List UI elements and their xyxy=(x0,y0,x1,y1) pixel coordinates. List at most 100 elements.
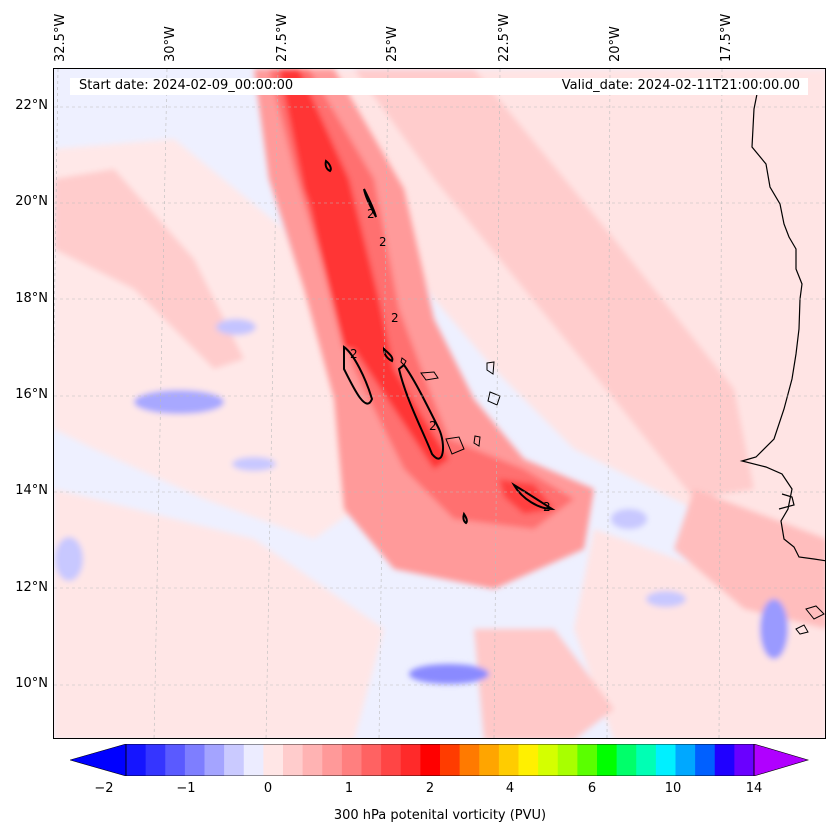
map-panel: 2 2 2 2 2 2 xyxy=(53,68,826,739)
colorbar-cell xyxy=(184,744,205,776)
pv-contour-3 xyxy=(363,188,377,218)
colorbar-cell xyxy=(361,744,382,776)
lat-label-22n: 22°N xyxy=(15,98,48,113)
colorbar-cell xyxy=(263,744,284,776)
contour-label-6: 2 xyxy=(543,500,551,514)
lat-label-14n: 14°N xyxy=(15,483,48,498)
lat-label-12n: 12°N xyxy=(15,580,48,595)
gridline-lon-22-5w xyxy=(493,69,501,738)
colorbar-cells xyxy=(126,744,755,776)
africa-coastline xyxy=(739,78,825,562)
gridline-lon-27-5w xyxy=(265,69,279,738)
colorbar-cell xyxy=(734,744,755,776)
contour-label-3: 2 xyxy=(391,311,399,325)
island-2 xyxy=(486,361,495,375)
colorbar-cell xyxy=(341,744,362,776)
gridline-lon-20w xyxy=(606,69,611,738)
contour-label-1: 2 xyxy=(367,207,375,221)
pv-negative-patch-6 xyxy=(55,537,83,581)
graticule xyxy=(54,69,825,738)
gridline-lon-25w xyxy=(378,69,389,738)
colorbar-cell xyxy=(538,744,559,776)
contour-label-5: 2 xyxy=(429,419,437,433)
contour-label-4: 2 xyxy=(350,347,358,361)
colorbar-cell xyxy=(616,744,637,776)
lon-label-30w: 30°W xyxy=(163,26,178,62)
colorbar-border xyxy=(125,744,755,776)
pv-2-contours xyxy=(324,159,556,525)
colorbar-cell xyxy=(400,744,421,776)
colorbar-cell xyxy=(655,744,676,776)
cbar-tick-neg1: −1 xyxy=(176,781,196,796)
lon-label-25w: 25°W xyxy=(385,26,400,62)
lat-label-20n: 20°N xyxy=(15,194,48,209)
pv-negative-patch-1 xyxy=(134,390,224,414)
valid-date-text: Valid_date: 2024-02-11T21:00:00.00 xyxy=(561,78,800,93)
pv-filament-core xyxy=(279,69,449,469)
pv-contour-5 xyxy=(324,159,332,173)
pv-contour-7 xyxy=(462,511,468,525)
pv-negative-patch-5 xyxy=(611,509,647,529)
lon-label-20w: 20°W xyxy=(608,26,623,62)
pv-negative-patch-3 xyxy=(409,664,489,684)
pv-negative-patch-2 xyxy=(216,319,256,335)
colorbar-cell xyxy=(675,744,696,776)
cbar-tick-10: 10 xyxy=(664,781,682,796)
pv-field-light xyxy=(54,69,825,738)
colorbar-cell xyxy=(597,744,618,776)
pv-medium-band-east xyxy=(354,69,754,499)
colorbar xyxy=(70,744,810,776)
lat-label-18n: 18°N xyxy=(15,291,48,306)
cbar-tick-neg2: −2 xyxy=(94,781,114,796)
island-6 xyxy=(400,357,407,366)
colorbar-cell xyxy=(479,744,500,776)
colorbar-cell xyxy=(420,744,441,776)
pv-contour-1 xyxy=(343,345,374,405)
island-1 xyxy=(420,371,439,381)
colorbar-cell xyxy=(577,744,598,776)
pv-filament-spur xyxy=(304,169,364,349)
colorbar-cell xyxy=(302,744,323,776)
pv-medium-band-south xyxy=(474,629,614,738)
colorbar-cell xyxy=(498,744,519,776)
colorbar-cell xyxy=(165,744,186,776)
colorbar-cell xyxy=(714,744,735,776)
cbar-tick-6: 6 xyxy=(587,781,597,796)
pv-negative-patch-8 xyxy=(646,591,686,607)
pv-negative-patch-7 xyxy=(232,457,276,471)
potential-vorticity-map: 2 2 2 2 2 2 xyxy=(54,69,825,738)
cbar-tick-4: 4 xyxy=(505,781,515,796)
colorbar-extend-max xyxy=(753,744,810,776)
colorbar-cell xyxy=(145,744,166,776)
colorbar-cell xyxy=(322,744,343,776)
colorbar-cell xyxy=(459,744,480,776)
pv-contour-6 xyxy=(382,346,394,363)
pv-medium-band-coast xyxy=(674,489,825,629)
colorbar-cell xyxy=(636,744,657,776)
guinea-bissau-islands xyxy=(795,605,825,635)
colorbar-cell xyxy=(283,744,304,776)
gridline-lon-17-5w xyxy=(718,69,723,738)
lon-label-27-5w: 27.5°W xyxy=(275,13,290,62)
date-info-bar xyxy=(70,78,808,95)
lat-label-10n: 10°N xyxy=(15,676,48,691)
cbar-tick-14: 14 xyxy=(745,781,763,796)
colorbar-cell xyxy=(381,744,402,776)
cbar-tick-2: 2 xyxy=(425,781,435,796)
pv-filament xyxy=(254,69,594,589)
lon-label-17-5w: 17.5°W xyxy=(719,13,734,62)
colorbar-cell xyxy=(204,744,225,776)
island-5 xyxy=(473,435,481,447)
gambia-coastline xyxy=(778,493,795,510)
cbar-tick-0: 0 xyxy=(263,781,273,796)
pv-medium-band-southwest xyxy=(54,169,244,369)
colorbar-cell xyxy=(126,744,147,776)
colorbar-label: 300 hPa potenital vorticity (PVU) xyxy=(333,808,547,823)
colorbar-extend-min xyxy=(70,744,127,776)
cbar-tick-1: 1 xyxy=(344,781,354,796)
colorbar-cell xyxy=(518,744,539,776)
lon-label-32-5w: 32.5°W xyxy=(53,13,68,62)
lon-label-22-5w: 22.5°W xyxy=(497,13,512,62)
colorbar-cell xyxy=(557,744,578,776)
pv-core-lobe-east xyxy=(499,479,554,514)
